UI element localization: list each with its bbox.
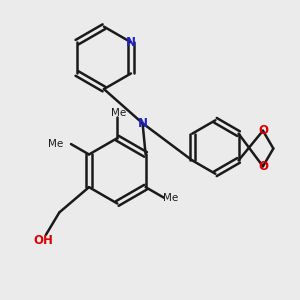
Text: N: N (126, 36, 136, 49)
Text: OH: OH (34, 234, 53, 247)
Text: Me: Me (164, 193, 179, 202)
Text: N: N (138, 117, 148, 130)
Text: Me: Me (111, 108, 126, 118)
Text: O: O (258, 160, 268, 173)
Text: O: O (258, 124, 268, 137)
Text: Me: Me (48, 139, 64, 149)
